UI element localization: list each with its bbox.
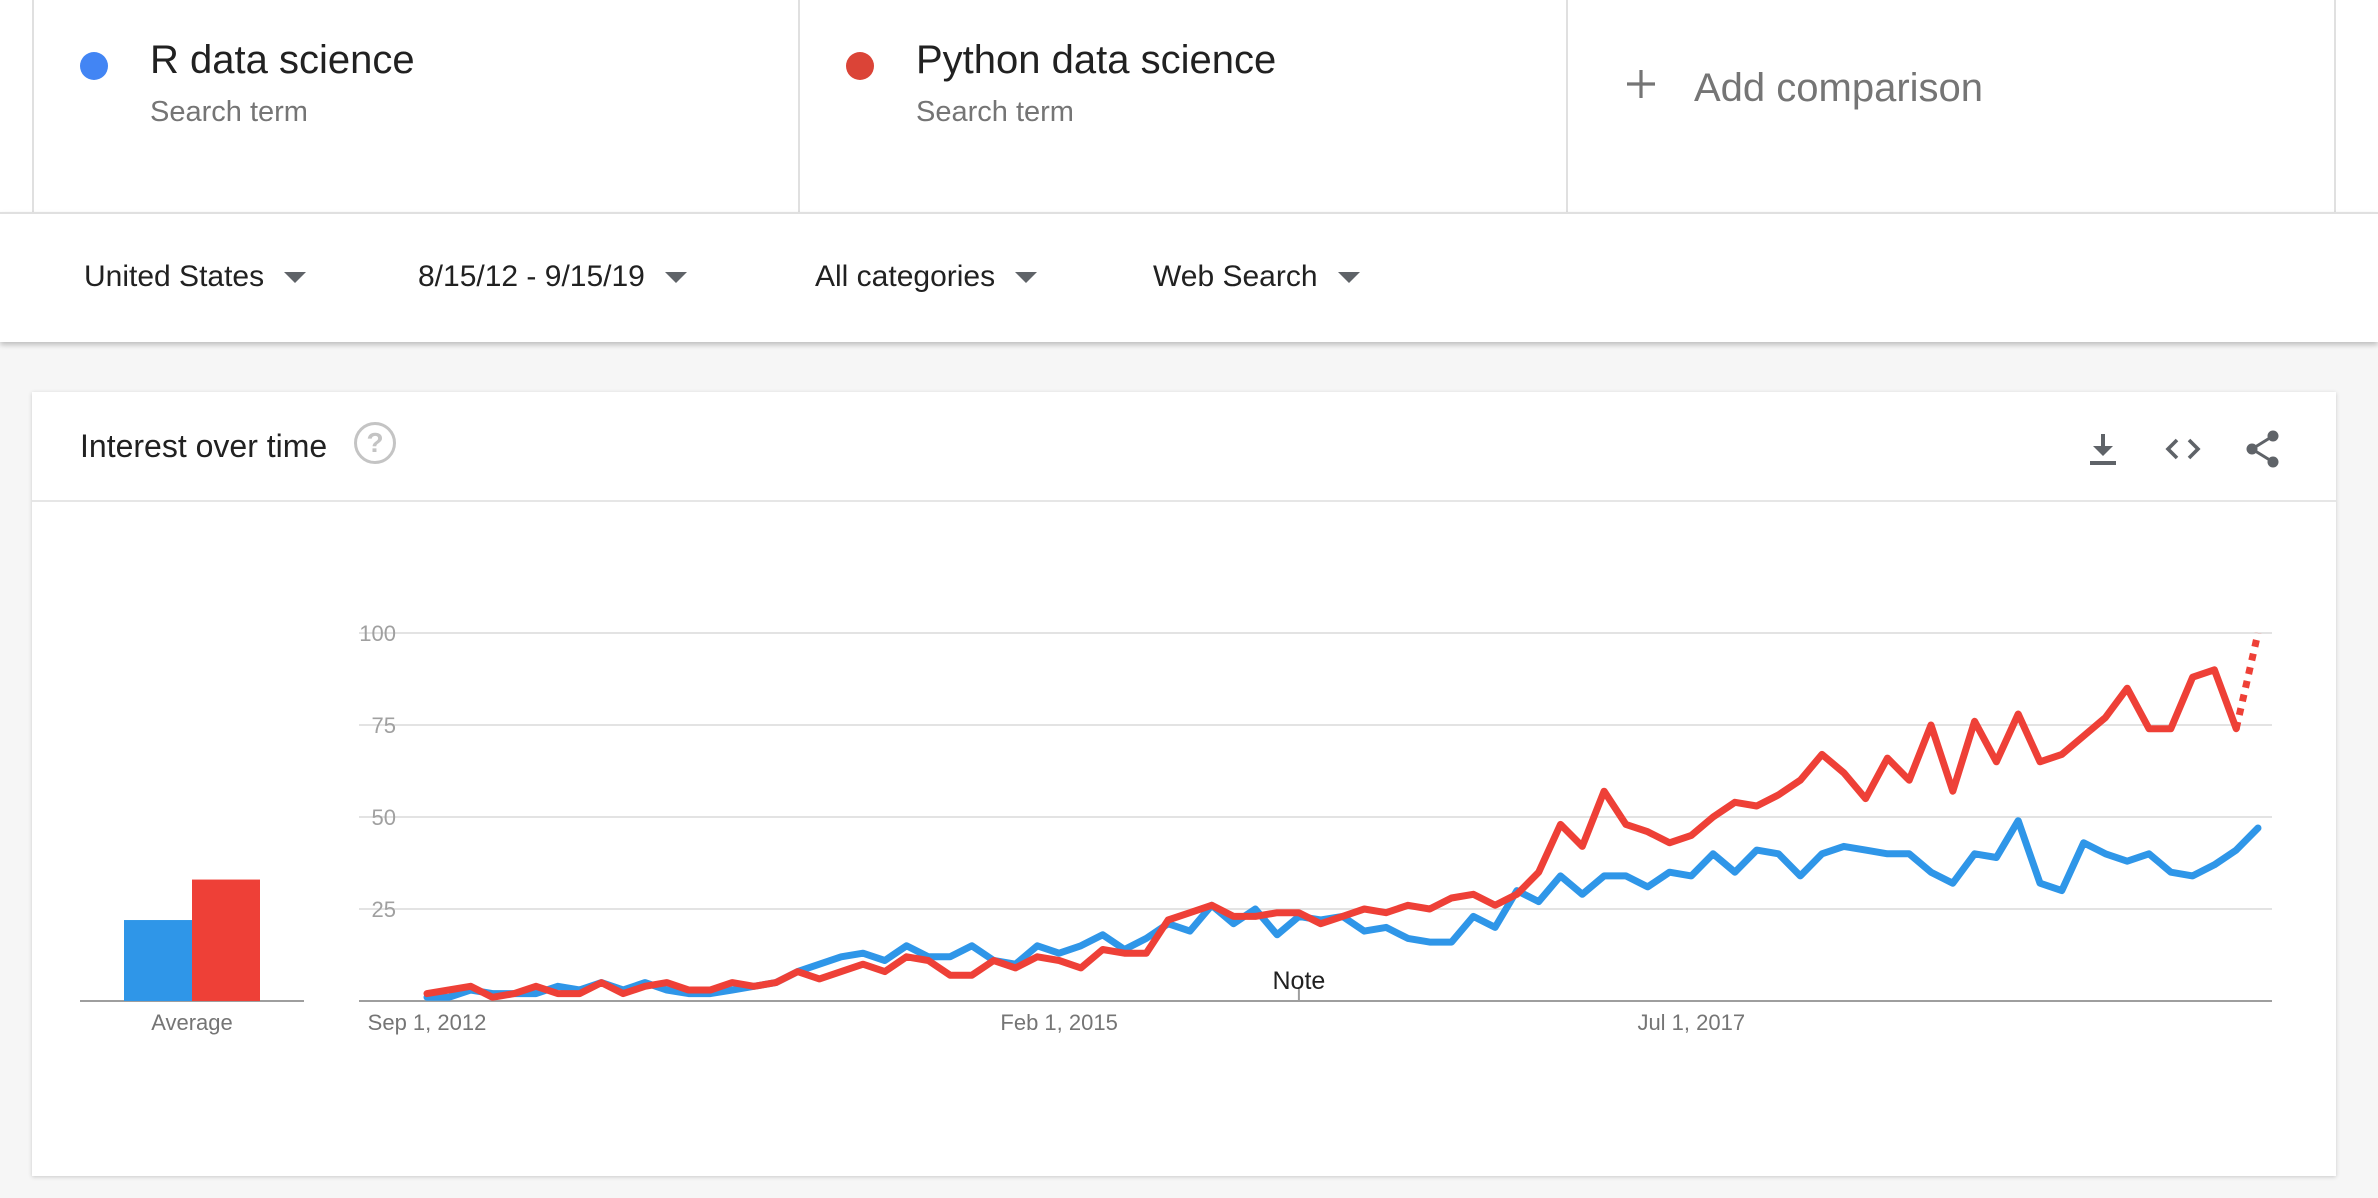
search-term-name[interactable]: R data science bbox=[150, 38, 415, 82]
series-color-dot bbox=[846, 52, 874, 80]
add-comparison-label: Add comparison bbox=[1694, 66, 1984, 110]
caret-down-icon bbox=[1015, 271, 1038, 283]
search-term-card-r[interactable]: R data science Search term bbox=[32, 0, 798, 212]
x-tick-label: Feb 1, 2015 bbox=[1000, 1010, 1117, 1035]
share-icon[interactable] bbox=[2242, 428, 2284, 470]
search-type-dropdown[interactable]: Web Search bbox=[1153, 260, 1360, 294]
series-line-python bbox=[423, 666, 2240, 1001]
note-label[interactable]: Note bbox=[1272, 967, 1325, 995]
date-range-value: 8/15/12 - 9/15/19 bbox=[418, 260, 645, 293]
series-partial-segment bbox=[2232, 632, 2262, 730]
y-tick-label: 100 bbox=[359, 621, 396, 646]
average-label: Average bbox=[151, 1010, 233, 1035]
search-term-subtitle: Search term bbox=[916, 96, 1074, 128]
y-tick-label: 25 bbox=[372, 897, 396, 922]
interest-over-time-chart: 25 50 75 100 Average Sep 1, 2012 Feb 1, 2015… bbox=[80, 621, 2272, 1035]
category-dropdown[interactable]: All categories bbox=[815, 260, 1038, 294]
add-comparison-button[interactable]: Add comparison bbox=[1566, 0, 2336, 212]
search-term-subtitle: Search term bbox=[150, 96, 308, 128]
date-range-dropdown[interactable]: 8/15/12 - 9/15/19 bbox=[418, 260, 687, 294]
y-tick-label: 75 bbox=[372, 713, 396, 738]
caret-down-icon bbox=[284, 271, 307, 283]
caret-down-icon bbox=[664, 271, 687, 283]
x-tick-label: Jul 1, 2017 bbox=[1637, 1010, 1745, 1035]
widget-title: Interest over time bbox=[80, 428, 328, 464]
average-bar-r bbox=[124, 920, 192, 1001]
category-value: All categories bbox=[815, 260, 996, 293]
average-bar-python bbox=[192, 879, 260, 1001]
x-tick-label: Sep 1, 2012 bbox=[368, 1010, 487, 1035]
region-dropdown[interactable]: United States bbox=[84, 260, 307, 294]
plus-icon bbox=[1624, 62, 1658, 108]
y-tick-label: 50 bbox=[372, 805, 396, 830]
help-icon[interactable]: ? bbox=[354, 422, 396, 464]
widget-header: Interest over time ? bbox=[32, 392, 2336, 502]
interest-over-time-widget: Interest over time ? 25 50 7 bbox=[32, 392, 2336, 1176]
search-type-value: Web Search bbox=[1153, 260, 1318, 293]
region-value: United States bbox=[84, 260, 265, 293]
search-term-card-python[interactable]: Python data science Search term bbox=[798, 0, 1564, 212]
search-term-name[interactable]: Python data science bbox=[916, 38, 1277, 82]
download-icon[interactable] bbox=[2082, 428, 2124, 470]
compare-bar: R data science Search term Python data s… bbox=[0, 0, 2378, 212]
series-color-dot bbox=[80, 52, 108, 80]
caret-down-icon bbox=[1337, 271, 1360, 283]
embed-icon[interactable] bbox=[2162, 428, 2204, 470]
filter-bar: United States 8/15/12 - 9/15/19 All cate… bbox=[0, 212, 2378, 342]
